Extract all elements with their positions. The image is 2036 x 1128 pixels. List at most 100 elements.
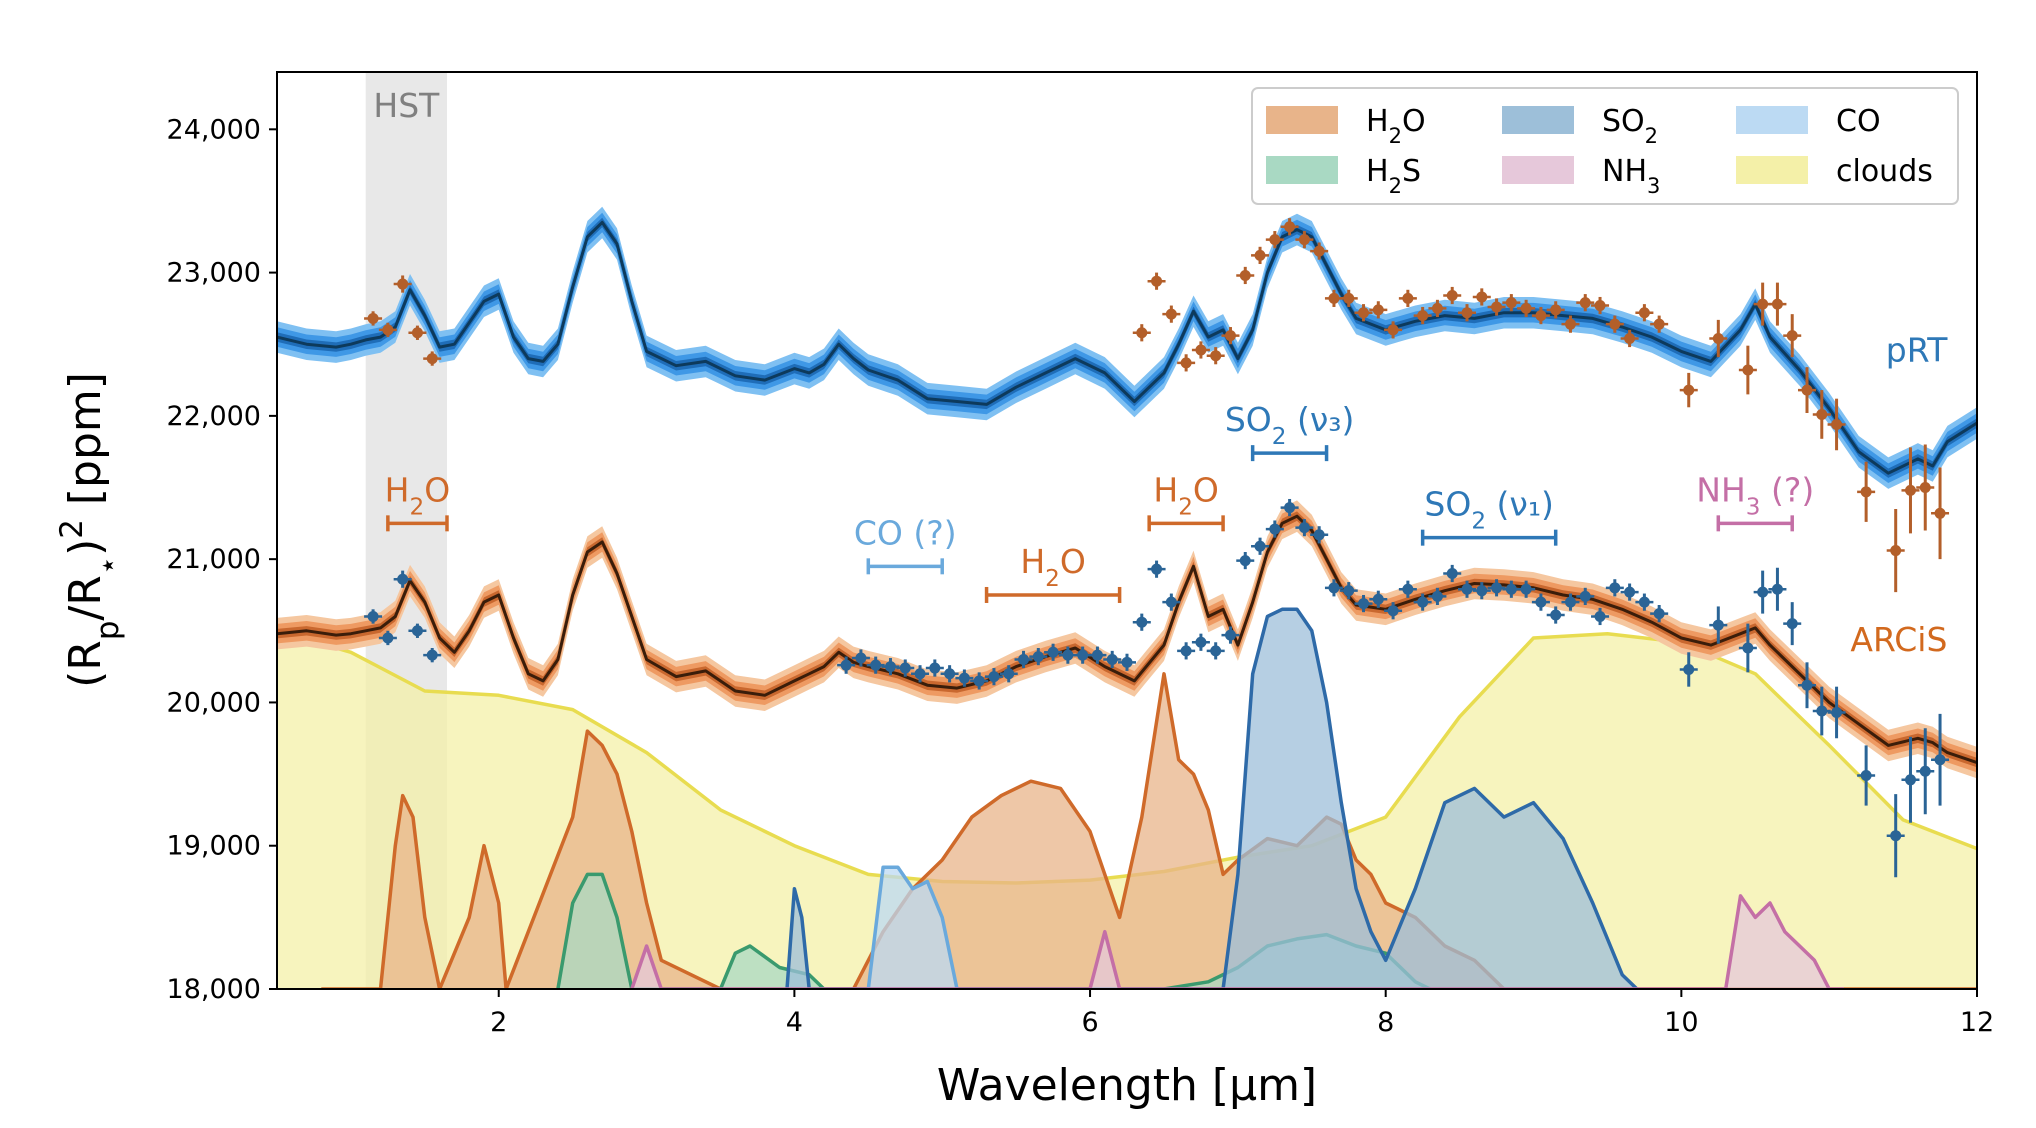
annotation-label: H2O bbox=[1020, 542, 1086, 592]
data-point bbox=[1106, 653, 1118, 665]
data-point bbox=[1535, 310, 1547, 322]
legend-label-subscript: 2 bbox=[1389, 124, 1402, 148]
data-point bbox=[1210, 350, 1222, 362]
legend-label-rest: O bbox=[1402, 104, 1426, 139]
data-point bbox=[1564, 596, 1576, 608]
data-point bbox=[1224, 330, 1236, 342]
data-point bbox=[1564, 318, 1576, 330]
data-point bbox=[1816, 705, 1828, 717]
plot-area: HST bbox=[277, 72, 1977, 989]
annotation-label-rest: (ν₁) bbox=[1486, 485, 1554, 524]
data-point bbox=[1609, 318, 1621, 330]
data-point bbox=[1683, 663, 1695, 675]
data-point bbox=[426, 353, 438, 365]
data-point bbox=[840, 659, 852, 671]
data-point bbox=[1594, 300, 1606, 312]
data-point bbox=[1831, 418, 1843, 430]
data-point bbox=[1579, 590, 1591, 602]
annotation-label-rest: O bbox=[1060, 542, 1086, 581]
y-label-sup: 2 bbox=[54, 519, 90, 539]
data-point bbox=[1771, 298, 1783, 310]
y-tick-label: 21,000 bbox=[167, 544, 261, 575]
legend-label: NH3 bbox=[1602, 154, 1660, 198]
legend-label: H2O bbox=[1366, 104, 1426, 148]
data-point bbox=[1431, 302, 1443, 314]
data-point bbox=[1358, 307, 1370, 319]
data-point bbox=[1372, 593, 1384, 605]
data-point bbox=[1254, 249, 1266, 261]
legend-label: clouds bbox=[1836, 154, 1933, 189]
data-point bbox=[1358, 598, 1370, 610]
data-point bbox=[397, 278, 409, 290]
data-point bbox=[1003, 668, 1015, 680]
data-point bbox=[1505, 583, 1517, 595]
model-label: ARCiS bbox=[1850, 620, 1947, 659]
y-label-sub: ⋆ bbox=[90, 556, 126, 575]
data-point bbox=[944, 668, 956, 680]
data-point bbox=[1860, 486, 1872, 498]
legend-label: CO bbox=[1836, 104, 1881, 139]
data-point bbox=[1254, 540, 1266, 552]
data-point bbox=[1328, 582, 1340, 594]
data-point bbox=[1491, 582, 1503, 594]
data-point bbox=[1550, 609, 1562, 621]
data-point bbox=[1121, 656, 1133, 668]
data-point bbox=[1136, 616, 1148, 628]
data-point bbox=[1239, 269, 1251, 281]
data-point bbox=[1343, 292, 1355, 304]
data-point bbox=[1446, 290, 1458, 302]
legend-label-text: SO bbox=[1602, 104, 1645, 139]
data-point bbox=[1757, 298, 1769, 310]
data-point bbox=[1224, 629, 1236, 641]
annotation-label: H2O bbox=[385, 470, 451, 520]
model-band-outer bbox=[277, 206, 1977, 489]
data-point bbox=[382, 324, 394, 336]
legend-swatch bbox=[1736, 106, 1808, 134]
y-label-part: ) bbox=[60, 539, 111, 556]
data-point bbox=[1653, 608, 1665, 620]
data-point bbox=[1520, 302, 1532, 314]
annotation-label-subscript: 2 bbox=[410, 494, 425, 520]
plot-frame bbox=[276, 71, 1978, 990]
data-point bbox=[988, 671, 1000, 683]
legend-swatch bbox=[1266, 106, 1338, 134]
x-tick-label: 6 bbox=[1081, 1007, 1098, 1038]
data-point bbox=[870, 659, 882, 671]
contribution-areas bbox=[277, 607, 1977, 989]
data-point bbox=[1890, 830, 1902, 842]
annotation-label-subscript: 2 bbox=[1272, 424, 1287, 450]
legend-label-subscript: 2 bbox=[1645, 124, 1658, 148]
data-point bbox=[1919, 482, 1931, 494]
data-point bbox=[1047, 646, 1059, 658]
data-point bbox=[426, 649, 438, 661]
y-tick-label: 24,000 bbox=[167, 114, 261, 145]
x-tick-label: 2 bbox=[490, 1007, 507, 1038]
data-point bbox=[958, 672, 970, 684]
annotation-label-subscript: 2 bbox=[1178, 494, 1193, 520]
legend-swatch bbox=[1502, 156, 1574, 184]
data-point bbox=[1417, 310, 1429, 322]
annotation-label-rest: (?) bbox=[1760, 470, 1814, 509]
data-point bbox=[1431, 590, 1443, 602]
data-point bbox=[1328, 292, 1340, 304]
data-point bbox=[1520, 583, 1532, 595]
data-point bbox=[1609, 582, 1621, 594]
data-point bbox=[1860, 770, 1872, 782]
data-point bbox=[1624, 333, 1636, 345]
data-point bbox=[1594, 610, 1606, 622]
legend-label: SO2 bbox=[1602, 104, 1658, 148]
observed-data bbox=[364, 218, 1950, 878]
data-point bbox=[1313, 529, 1325, 541]
data-point bbox=[1461, 307, 1473, 319]
y-label-sub: p bbox=[90, 621, 126, 641]
data-point bbox=[914, 668, 926, 680]
annotation-label-rest: O bbox=[1193, 470, 1219, 509]
data-point bbox=[1018, 653, 1030, 665]
data-point bbox=[1151, 563, 1163, 575]
model-label: pRT bbox=[1886, 330, 1948, 369]
data-point bbox=[1343, 585, 1355, 597]
data-point bbox=[1402, 583, 1414, 595]
data-point bbox=[1032, 651, 1044, 663]
data-point bbox=[1239, 555, 1251, 567]
